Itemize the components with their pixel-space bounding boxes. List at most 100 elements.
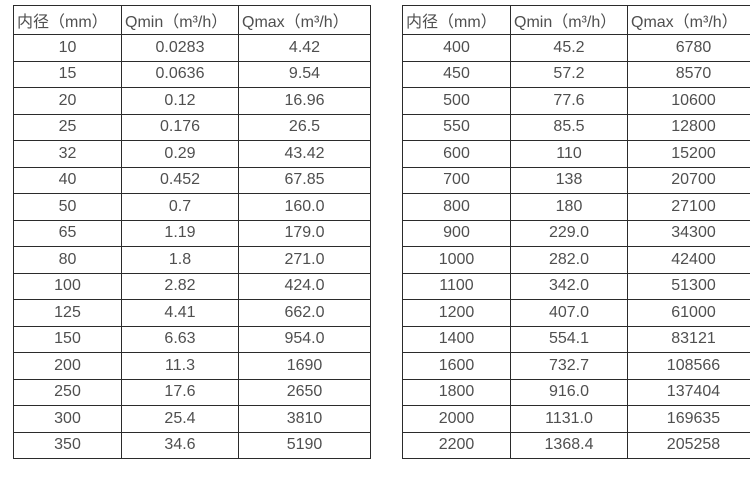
table-row: 550 85.5 12800 bbox=[402, 113, 750, 141]
table-row: 2000 1131.0 169635 bbox=[402, 405, 750, 433]
table-cell: 4.41 bbox=[121, 299, 239, 327]
table-row: 80 1.8 271.0 bbox=[13, 246, 371, 274]
column-header-0: 内径（mm） bbox=[13, 5, 122, 35]
table-cell: 200 bbox=[13, 352, 122, 380]
table-cell: 57.2 bbox=[510, 60, 628, 88]
table-cell: 16.96 bbox=[238, 87, 371, 115]
table-cell: 342.0 bbox=[510, 272, 628, 300]
table-row: 125 4.41 662.0 bbox=[13, 299, 371, 327]
table-row: 200 11.3 1690 bbox=[13, 352, 371, 380]
table-cell: 1800 bbox=[402, 378, 511, 406]
table-row: 800 180 27100 bbox=[402, 193, 750, 221]
table-row: 700 138 20700 bbox=[402, 166, 750, 194]
table-cell: 137404 bbox=[627, 378, 750, 406]
table-cell: 8570 bbox=[627, 60, 750, 88]
table-cell: 3810 bbox=[238, 405, 371, 433]
table-cell: 85.5 bbox=[510, 113, 628, 141]
column-header-1: Qmin（m³/h） bbox=[510, 5, 628, 35]
table-cell: 205258 bbox=[627, 431, 750, 459]
table-cell: 1368.4 bbox=[510, 431, 628, 459]
table-cell: 138 bbox=[510, 166, 628, 194]
table-cell: 12800 bbox=[627, 113, 750, 141]
table-cell: 50 bbox=[13, 193, 122, 221]
table-cell: 20700 bbox=[627, 166, 750, 194]
table-cell: 4.42 bbox=[238, 34, 371, 62]
table-row: 20 0.12 16.96 bbox=[13, 87, 371, 115]
table-row: 15 0.0636 9.54 bbox=[13, 60, 371, 88]
table-cell: 25 bbox=[13, 113, 122, 141]
table-row: 1100 342.0 51300 bbox=[402, 272, 750, 300]
table-cell: 250 bbox=[13, 378, 122, 406]
table-cell: 10600 bbox=[627, 87, 750, 115]
table-cell: 1600 bbox=[402, 352, 511, 380]
table-cell: 300 bbox=[13, 405, 122, 433]
table-cell: 67.85 bbox=[238, 166, 371, 194]
table-cell: 554.1 bbox=[510, 325, 628, 353]
table-cell: 1200 bbox=[402, 299, 511, 327]
table-cell: 25.4 bbox=[121, 405, 239, 433]
table-cell: 5190 bbox=[238, 431, 371, 459]
table-cell: 80 bbox=[13, 246, 122, 274]
table-cell: 65 bbox=[13, 219, 122, 247]
table-cell: 83121 bbox=[627, 325, 750, 353]
table-cell: 0.0636 bbox=[121, 60, 239, 88]
table-cell: 550 bbox=[402, 113, 511, 141]
table-cell: 282.0 bbox=[510, 246, 628, 274]
table-cell: 500 bbox=[402, 87, 511, 115]
table-cell: 271.0 bbox=[238, 246, 371, 274]
table-cell: 600 bbox=[402, 140, 511, 168]
column-header-1: Qmin（m³/h） bbox=[121, 5, 239, 35]
column-header-2: Qmax（m³/h） bbox=[238, 5, 371, 35]
table-cell: 108566 bbox=[627, 352, 750, 380]
table-cell: 77.6 bbox=[510, 87, 628, 115]
table-cell: 26.5 bbox=[238, 113, 371, 141]
table-cell: 400 bbox=[402, 34, 511, 62]
table-row: 32 0.29 43.42 bbox=[13, 140, 371, 168]
table-row: 25 0.176 26.5 bbox=[13, 113, 371, 141]
table-cell: 0.7 bbox=[121, 193, 239, 221]
spec-table-small-diameters: 内径（mm） Qmin（m³/h） Qmax（m³/h） 10 0.0283 4.42 15… bbox=[13, 5, 371, 459]
table-cell: 180 bbox=[510, 193, 628, 221]
table-row: 65 1.19 179.0 bbox=[13, 219, 371, 247]
table-row: 1000 282.0 42400 bbox=[402, 246, 750, 274]
table-row: 250 17.6 2650 bbox=[13, 378, 371, 406]
table-cell: 1.8 bbox=[121, 246, 239, 274]
table-row: 400 45.2 6780 bbox=[402, 34, 750, 62]
table-cell: 6.63 bbox=[121, 325, 239, 353]
table-cell: 732.7 bbox=[510, 352, 628, 380]
table-row: 2200 1368.4 205258 bbox=[402, 431, 750, 459]
table-cell: 15200 bbox=[627, 140, 750, 168]
table-cell: 100 bbox=[13, 272, 122, 300]
table-cell: 42400 bbox=[627, 246, 750, 274]
table-row: 10 0.0283 4.42 bbox=[13, 34, 371, 62]
table-cell: 6780 bbox=[627, 34, 750, 62]
table-cell: 17.6 bbox=[121, 378, 239, 406]
table-row: 900 229.0 34300 bbox=[402, 219, 750, 247]
table-cell: 407.0 bbox=[510, 299, 628, 327]
table-cell: 160.0 bbox=[238, 193, 371, 221]
table-row: 600 110 15200 bbox=[402, 140, 750, 168]
table-cell: 0.176 bbox=[121, 113, 239, 141]
table-cell: 32 bbox=[13, 140, 122, 168]
table-cell: 900 bbox=[402, 219, 511, 247]
column-header-2: Qmax（m³/h） bbox=[627, 5, 750, 35]
table-cell: 43.42 bbox=[238, 140, 371, 168]
table-cell: 954.0 bbox=[238, 325, 371, 353]
table-row: 300 25.4 3810 bbox=[13, 405, 371, 433]
tables-container: 内径（mm） Qmin（m³/h） Qmax（m³/h） 10 0.0283 4.42 15… bbox=[13, 5, 750, 459]
table-cell: 110 bbox=[510, 140, 628, 168]
table-cell: 27100 bbox=[627, 193, 750, 221]
table-cell: 34.6 bbox=[121, 431, 239, 459]
table-cell: 800 bbox=[402, 193, 511, 221]
table-row: 500 77.6 10600 bbox=[402, 87, 750, 115]
table-cell: 9.54 bbox=[238, 60, 371, 88]
table-row: 100 2.82 424.0 bbox=[13, 272, 371, 300]
column-header-0: 内径（mm） bbox=[402, 5, 511, 35]
table-row: 1400 554.1 83121 bbox=[402, 325, 750, 353]
table-cell: 20 bbox=[13, 87, 122, 115]
table-cell: 125 bbox=[13, 299, 122, 327]
table-row: 350 34.6 5190 bbox=[13, 431, 371, 459]
table-row: 40 0.452 67.85 bbox=[13, 166, 371, 194]
table-cell: 1131.0 bbox=[510, 405, 628, 433]
table-cell: 179.0 bbox=[238, 219, 371, 247]
